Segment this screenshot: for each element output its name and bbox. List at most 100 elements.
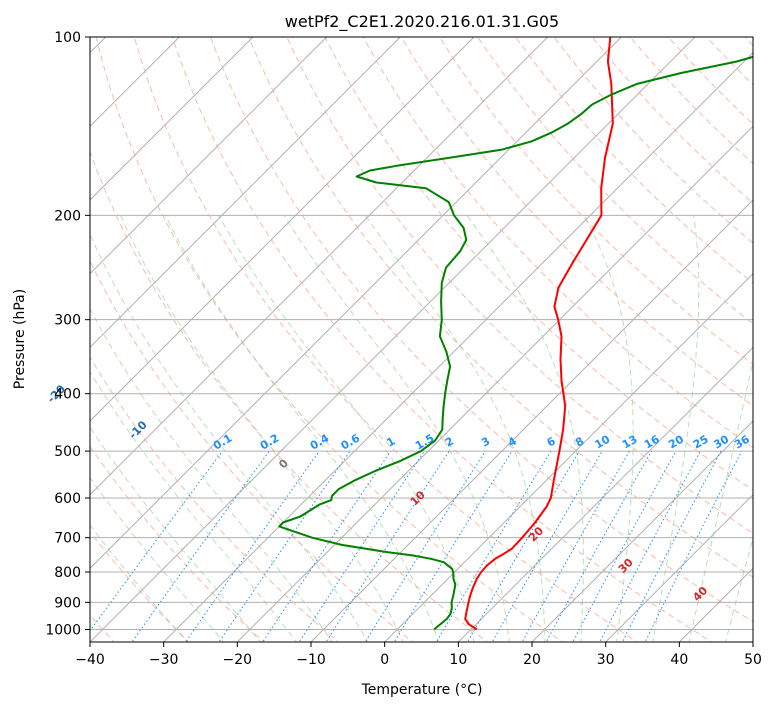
temperature-profile-line [464, 37, 614, 631]
mixing-ratio-label: 0.2 [258, 432, 281, 453]
y-tick-label: 500 [54, 444, 81, 460]
x-tick-label: −30 [149, 652, 179, 668]
isotherm-line [384, 272, 753, 642]
mixing-ratio-line [262, 450, 392, 642]
moist-adiabat-line [761, 215, 775, 644]
moist-adiabat-line [90, 308, 333, 642]
mixing-ratio-line [218, 450, 351, 642]
dry-adiabat-line [553, 37, 753, 244]
mixing-ratio-label: 13 [620, 433, 640, 452]
mixing-ratio-label: 0.4 [308, 431, 332, 452]
dewpoint-profile-line [278, 55, 753, 631]
mixing-ratio-line [572, 450, 677, 642]
dry-adiabat-line [400, 37, 753, 407]
x-axis-label: Temperature (°C) [361, 682, 483, 698]
mixing-ratio-line [599, 450, 701, 642]
mixing-ratio-line [90, 450, 223, 632]
x-tick-label: 10 [449, 652, 467, 668]
mixing-ratio-label: 0.6 [339, 431, 363, 452]
plot-frame [89, 36, 754, 643]
profile-lines [278, 37, 753, 631]
dry-adiabat-line [477, 37, 753, 325]
y-tick-label: 300 [54, 313, 81, 329]
mixing-ratio-label: 1 [384, 435, 397, 450]
moist-adiabat-label: 20 [526, 524, 546, 544]
y-tick-label: 200 [54, 208, 81, 224]
mixing-ratio-label: 6 [545, 434, 558, 449]
isotherm-line [310, 199, 753, 642]
mixing-ratio-line [435, 450, 552, 642]
isotherm-line [90, 37, 696, 642]
mixing-ratio-label: 2 [443, 435, 456, 450]
moist-adiabat-line [725, 536, 753, 642]
dry-adiabat-line [591, 37, 753, 204]
mixing-ratio-label: 25 [691, 433, 711, 452]
moist-adiabat-line [466, 215, 584, 642]
mixing-ratio-line [298, 450, 425, 642]
mixing-ratio-label: 16 [642, 432, 662, 451]
dry-adiabat-line [171, 37, 713, 642]
mixing-ratio-line [644, 450, 743, 642]
moist-adiabat-line [90, 476, 225, 642]
isotherm-line [236, 125, 753, 642]
y-tick-label: 100 [54, 30, 81, 46]
mixing-ratio-line [393, 450, 513, 642]
mixing-ratio-label: 1.5 [413, 432, 436, 453]
x-tick-label: 30 [597, 652, 615, 668]
dry-adiabat-line [133, 37, 638, 642]
dry-adiabat-line [515, 37, 753, 284]
mixing-ratio-line [131, 450, 270, 642]
dry-adiabat-line [90, 150, 489, 642]
x-tick-label: 0 [380, 652, 389, 668]
y-tick-label: 600 [54, 491, 81, 507]
axis-ticks: −40 −30 −20 −10 0 10 20 30 40 5010020030040050060… [45, 30, 762, 668]
y-axis-label: Pressure (hPa) [12, 289, 28, 389]
mixing-ratio-line [466, 450, 580, 642]
chart-title: wetPf2_C2E1.2020.216.01.31.G05 [285, 12, 559, 32]
dry-adiabat-line [90, 259, 414, 642]
isotherm-line [605, 493, 753, 642]
moist-adiabat-line [90, 232, 369, 642]
moist-adiabat-line [364, 215, 546, 642]
moist-adiabat-line [164, 215, 440, 642]
moist-adiabat-line [218, 215, 475, 642]
y-tick-label: 800 [54, 565, 81, 581]
moist-adiabat-label: 40 [690, 584, 710, 604]
dry-adiabat-line [210, 37, 753, 623]
dry-adiabat-line [438, 37, 753, 366]
moist-adiabat-line [583, 215, 634, 642]
mixing-ratio-label: 4 [506, 434, 519, 449]
y-tick-label: 700 [54, 531, 81, 547]
isotherm-line [531, 420, 753, 642]
y-tick-label: 1000 [45, 622, 81, 638]
dry-adiabat-line [248, 37, 753, 578]
dry-adiabat-line [362, 37, 753, 449]
x-tick-label: 40 [670, 652, 688, 668]
x-tick-label: −40 [75, 652, 105, 668]
mixing-ratio-label: 10 [593, 432, 613, 451]
background-lines [90, 37, 775, 644]
mixing-ratio-label: 20 [666, 432, 686, 451]
dry-adiabat-line [90, 445, 265, 642]
isotherm-line [90, 37, 254, 201]
moist-adiabat-line [283, 215, 510, 642]
line-labels: 0.10.20.40.611.52346810131620253036-100-… [45, 382, 752, 604]
x-tick-label: 20 [523, 652, 541, 668]
isotherm-line [90, 37, 401, 349]
dry-adiabat-line [90, 356, 339, 642]
mixing-ratio-label: 30 [711, 432, 731, 451]
dry-adiabat-line [90, 531, 190, 642]
y-tick-label: 900 [54, 595, 81, 611]
isotherm-line [457, 346, 753, 642]
moist-adiabat-label: 0 [276, 456, 291, 471]
isotherm-line [678, 567, 753, 642]
moist-adiabat-line [120, 215, 404, 642]
moist-adiabat-line [90, 426, 261, 642]
mixing-ratio-line [325, 450, 450, 642]
moist-adiabat-label: 30 [616, 556, 636, 576]
moist-adiabat-line [90, 370, 297, 642]
moist-adiabat-line [688, 358, 753, 642]
x-tick-label: −10 [296, 652, 326, 668]
dry-adiabat-line [95, 37, 564, 642]
